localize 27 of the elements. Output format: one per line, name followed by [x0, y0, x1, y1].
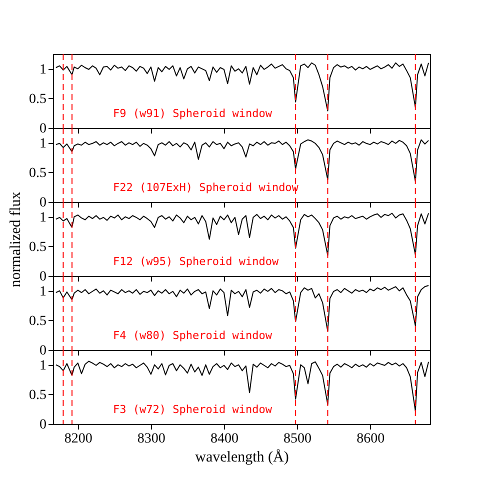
y-tick-label: 0.5 — [29, 314, 46, 329]
y-tick-label: 0.5 — [29, 166, 46, 181]
y-tick-label: 1 — [40, 210, 46, 226]
x-tick-label: 8300 — [137, 432, 166, 446]
x-tick-label: 8500 — [284, 432, 312, 446]
y-tick-label: 1 — [40, 284, 46, 300]
y-tick-label: 1 — [40, 62, 46, 78]
y-tick-label: 0 — [40, 196, 46, 210]
x-axis-title: wavelength (Å) — [195, 448, 289, 466]
annotation: F9 (w91) Spheroid window — [113, 107, 272, 120]
annotation: F3 (w72) Spheroid window — [113, 403, 272, 416]
annotation: F4 (w80) Spheroid window — [113, 329, 272, 342]
y-tick-label: 1 — [40, 136, 46, 152]
y-tick-label: 0 — [40, 122, 46, 136]
y-tick-label: 0 — [40, 270, 46, 284]
y-tick-label: 0 — [40, 344, 46, 358]
y-tick-label: 1 — [40, 358, 46, 374]
x-tick-label: 8600 — [356, 432, 385, 446]
annotation: F22 (107ExH) Spheroid window — [113, 181, 299, 194]
y-axis-title: normalized flux — [8, 191, 24, 288]
x-tick-label: 8400 — [210, 432, 238, 446]
y-tick-label: 0.5 — [29, 240, 46, 255]
y-tick-label: 0 — [40, 418, 46, 432]
y-tick-label: 0.5 — [29, 92, 46, 107]
annotation: F12 (w95) Spheroid window — [113, 255, 279, 268]
x-tick-label: 8200 — [64, 432, 92, 446]
y-tick-label: 0.5 — [29, 388, 46, 403]
